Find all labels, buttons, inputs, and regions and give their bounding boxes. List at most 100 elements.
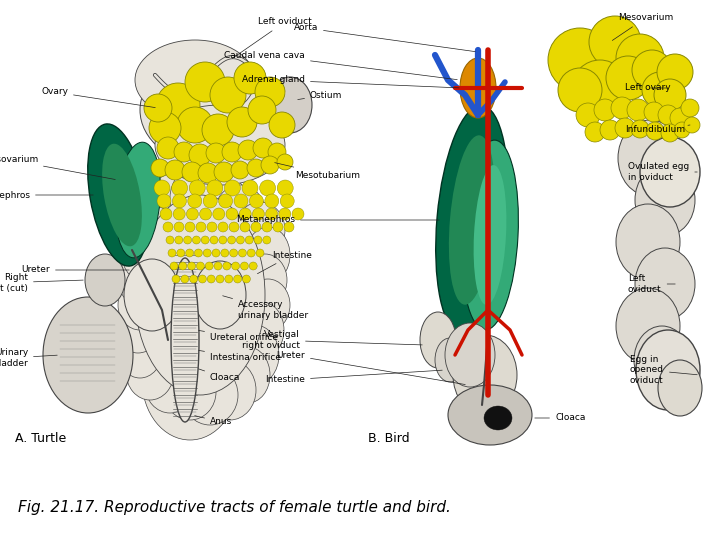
Ellipse shape (627, 99, 649, 121)
Ellipse shape (172, 275, 180, 283)
Ellipse shape (256, 249, 264, 257)
Ellipse shape (174, 142, 194, 162)
Ellipse shape (233, 275, 242, 283)
Text: Right
oviduct (cut): Right oviduct (cut) (0, 273, 84, 293)
Ellipse shape (170, 290, 260, 400)
Ellipse shape (118, 254, 166, 306)
Ellipse shape (182, 365, 238, 425)
Ellipse shape (631, 120, 649, 138)
Ellipse shape (263, 236, 271, 244)
Ellipse shape (229, 222, 239, 232)
Ellipse shape (251, 222, 261, 232)
Ellipse shape (576, 103, 600, 127)
Ellipse shape (202, 114, 234, 146)
Ellipse shape (618, 120, 682, 196)
Ellipse shape (240, 302, 284, 358)
Text: Egg in
opened
oviduct: Egg in opened oviduct (630, 355, 697, 385)
Ellipse shape (280, 194, 294, 208)
Ellipse shape (231, 161, 249, 179)
Ellipse shape (661, 124, 679, 142)
Ellipse shape (186, 208, 199, 220)
Ellipse shape (163, 222, 173, 232)
Ellipse shape (242, 180, 258, 196)
Ellipse shape (197, 262, 204, 270)
Ellipse shape (194, 261, 246, 329)
Text: Mesovarium: Mesovarium (612, 14, 673, 40)
Ellipse shape (657, 54, 693, 90)
Ellipse shape (192, 236, 200, 244)
Ellipse shape (205, 262, 213, 270)
Ellipse shape (186, 249, 194, 257)
Ellipse shape (171, 258, 199, 422)
Ellipse shape (277, 180, 293, 196)
Ellipse shape (460, 58, 496, 118)
Ellipse shape (204, 360, 256, 420)
Text: Metanephros: Metanephros (236, 215, 439, 225)
Ellipse shape (118, 326, 162, 378)
Text: Ureter: Ureter (22, 266, 129, 274)
Ellipse shape (273, 222, 283, 232)
Ellipse shape (268, 77, 312, 133)
Text: Cloaca: Cloaca (199, 369, 240, 382)
Ellipse shape (254, 236, 262, 244)
Ellipse shape (188, 194, 202, 208)
Ellipse shape (265, 194, 279, 208)
Ellipse shape (226, 347, 270, 403)
Ellipse shape (449, 136, 495, 305)
Ellipse shape (548, 28, 612, 92)
Text: Mesotubarium: Mesotubarium (275, 163, 360, 179)
Ellipse shape (118, 280, 162, 330)
Text: Mesovarium: Mesovarium (0, 156, 115, 179)
Ellipse shape (199, 208, 212, 220)
Text: Left ovary: Left ovary (625, 84, 670, 92)
Ellipse shape (214, 185, 266, 245)
Ellipse shape (611, 97, 633, 119)
Ellipse shape (243, 275, 251, 283)
Ellipse shape (594, 99, 616, 121)
Ellipse shape (262, 222, 272, 232)
Ellipse shape (234, 194, 248, 208)
Ellipse shape (230, 249, 238, 257)
Ellipse shape (238, 140, 258, 160)
Ellipse shape (142, 320, 238, 440)
Ellipse shape (156, 83, 200, 127)
Ellipse shape (268, 143, 286, 161)
Ellipse shape (135, 40, 255, 120)
Ellipse shape (206, 143, 226, 163)
Ellipse shape (681, 99, 699, 117)
Text: Intestina orifice: Intestina orifice (199, 350, 281, 362)
Ellipse shape (171, 180, 188, 196)
Ellipse shape (484, 406, 512, 430)
Ellipse shape (228, 236, 235, 244)
Text: Vestigal
right oviduct: Vestigal right oviduct (242, 330, 422, 350)
Ellipse shape (284, 222, 294, 232)
Text: Cloaca: Cloaca (535, 414, 585, 422)
Ellipse shape (616, 204, 680, 280)
Ellipse shape (122, 227, 174, 283)
Ellipse shape (221, 249, 229, 257)
Ellipse shape (149, 112, 181, 144)
Ellipse shape (462, 140, 518, 330)
Ellipse shape (277, 154, 293, 170)
Ellipse shape (635, 248, 695, 320)
Ellipse shape (239, 208, 251, 220)
Ellipse shape (260, 180, 276, 196)
Ellipse shape (222, 142, 242, 162)
Text: Fig. 21.17. Reproductive tracts of female turtle and bird.: Fig. 21.17. Reproductive tracts of femal… (18, 500, 451, 515)
Ellipse shape (155, 105, 285, 185)
Ellipse shape (606, 56, 650, 100)
Text: Left oviduct: Left oviduct (233, 17, 312, 58)
Ellipse shape (219, 236, 227, 244)
Ellipse shape (435, 338, 465, 382)
Ellipse shape (115, 142, 161, 258)
Ellipse shape (196, 222, 206, 232)
Ellipse shape (194, 249, 202, 257)
Ellipse shape (126, 344, 174, 400)
Ellipse shape (420, 312, 456, 368)
Ellipse shape (658, 105, 678, 125)
Ellipse shape (225, 180, 240, 196)
Ellipse shape (236, 236, 244, 244)
Ellipse shape (279, 208, 291, 220)
Ellipse shape (168, 249, 176, 257)
Text: Infundibulum: Infundibulum (625, 125, 690, 134)
